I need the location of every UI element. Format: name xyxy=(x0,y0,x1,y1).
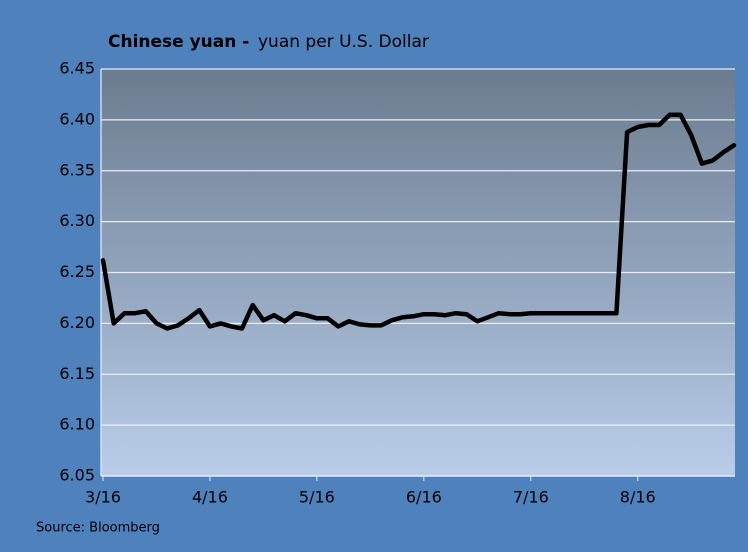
y-tick-label: 6.30 xyxy=(59,211,95,230)
y-tick-label: 6.15 xyxy=(59,364,95,383)
x-tick-label: 7/16 xyxy=(513,488,549,507)
chart-subtitle: yuan per U.S. Dollar xyxy=(258,32,429,52)
x-tick-label: 8/16 xyxy=(620,488,656,507)
y-tick-label: 6.20 xyxy=(59,313,95,332)
y-tick-label: 6.35 xyxy=(59,160,95,179)
x-tick-label: 4/16 xyxy=(192,488,228,507)
y-tick-label: 6.45 xyxy=(59,59,95,78)
y-tick-label: 6.25 xyxy=(59,262,95,281)
x-tick-label: 3/16 xyxy=(85,488,121,507)
y-tick-label: 6.10 xyxy=(59,415,95,434)
source: Source: Bloomberg xyxy=(36,521,160,536)
y-tick-label: 6.05 xyxy=(59,466,95,485)
x-tick-label: 6/16 xyxy=(406,488,442,507)
x-tick-label: 5/16 xyxy=(299,488,335,507)
chart-title: Chinese yuan - xyxy=(108,32,249,52)
y-tick-label: 6.40 xyxy=(59,109,95,128)
data-line xyxy=(100,112,737,331)
